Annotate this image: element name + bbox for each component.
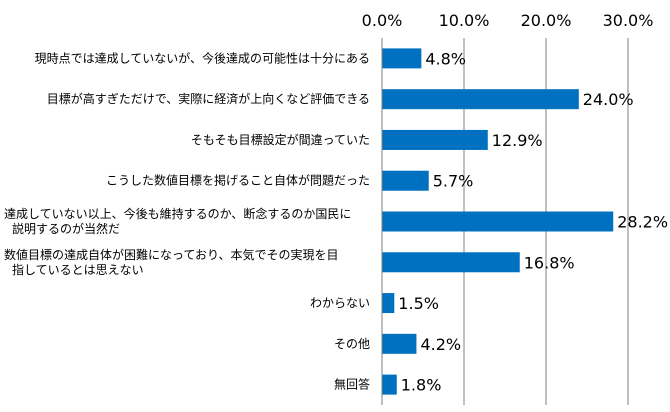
category-label: 達成していない以上、今後も維持するのか、断念するのか国民に説明するのが当然だ (4, 206, 351, 236)
category-label-line: その他 (334, 337, 370, 351)
data-label: 16.8% (524, 253, 575, 272)
category-label: 目標が高すぎただけで、実際に経済が上向くなど評価できる (47, 91, 370, 106)
data-label: 4.8% (425, 49, 466, 68)
bar (382, 374, 397, 395)
category-label: その他 (334, 337, 370, 351)
category-label: こうした数値目標を掲げること自体が問題だった (106, 173, 370, 188)
category-label-line: 数値目標の達成自体が困難になっており、本気でその実現を目 (4, 247, 339, 262)
category-label-line: わからない (310, 296, 370, 310)
x-tick-label: 30.0% (603, 11, 654, 30)
x-axis-ticks: 0.0% 10.0% 20.0% 30.0% (362, 11, 654, 30)
category-label-line: 指しているとは思えない (12, 262, 144, 277)
bar (382, 211, 614, 232)
data-label: 24.0% (583, 90, 634, 109)
category-label-line: 達成していない以上、今後も維持するのか、断念するのか国民に (4, 206, 351, 221)
bar (382, 252, 520, 273)
data-label: 4.2% (420, 335, 461, 354)
category-label-line: 説明するのが当然だ (12, 221, 120, 236)
category-label-line: 目標が高すぎただけで、実際に経済が上向くなど評価できる (47, 91, 370, 106)
data-label: 5.7% (433, 172, 474, 191)
bar (382, 129, 488, 150)
x-tick-label: 0.0% (362, 11, 403, 30)
bar (382, 170, 429, 191)
category-label: 無回答 (334, 377, 370, 392)
category-label-line: そもそも目標設定が間違っていた (191, 132, 370, 147)
x-tick-label: 20.0% (521, 11, 572, 30)
category-label: 現時点では達成していないが、今後達成の可能性は十分にある (35, 50, 370, 65)
data-label: 1.8% (401, 376, 442, 395)
data-label: 28.2% (617, 213, 668, 232)
data-label: 1.5% (398, 294, 439, 313)
category-labels: 現時点では達成していないが、今後達成の可能性は十分にある目標が高すぎただけで、実… (4, 50, 370, 391)
bar (382, 293, 395, 314)
category-label-line: こうした数値目標を掲げること自体が問題だった (106, 173, 370, 188)
data-label: 12.9% (492, 131, 543, 150)
category-label: 数値目標の達成自体が困難になっており、本気でその実現を目指しているとは思えない (4, 247, 339, 277)
category-label-line: 無回答 (334, 377, 370, 392)
bar (382, 48, 422, 69)
bar (382, 89, 579, 110)
data-labels: 4.8% 24.0% 12.9% 5.7% 28.2% 16.8% 1.5% 4.2% 1.8% (398, 49, 668, 394)
x-tick-label: 10.0% (439, 11, 490, 30)
category-label: そもそも目標設定が間違っていた (191, 132, 370, 147)
category-label: わからない (310, 296, 370, 310)
bar (382, 333, 417, 354)
category-label-line: 現時点では達成していないが、今後達成の可能性は十分にある (35, 50, 370, 65)
bars (382, 48, 614, 395)
